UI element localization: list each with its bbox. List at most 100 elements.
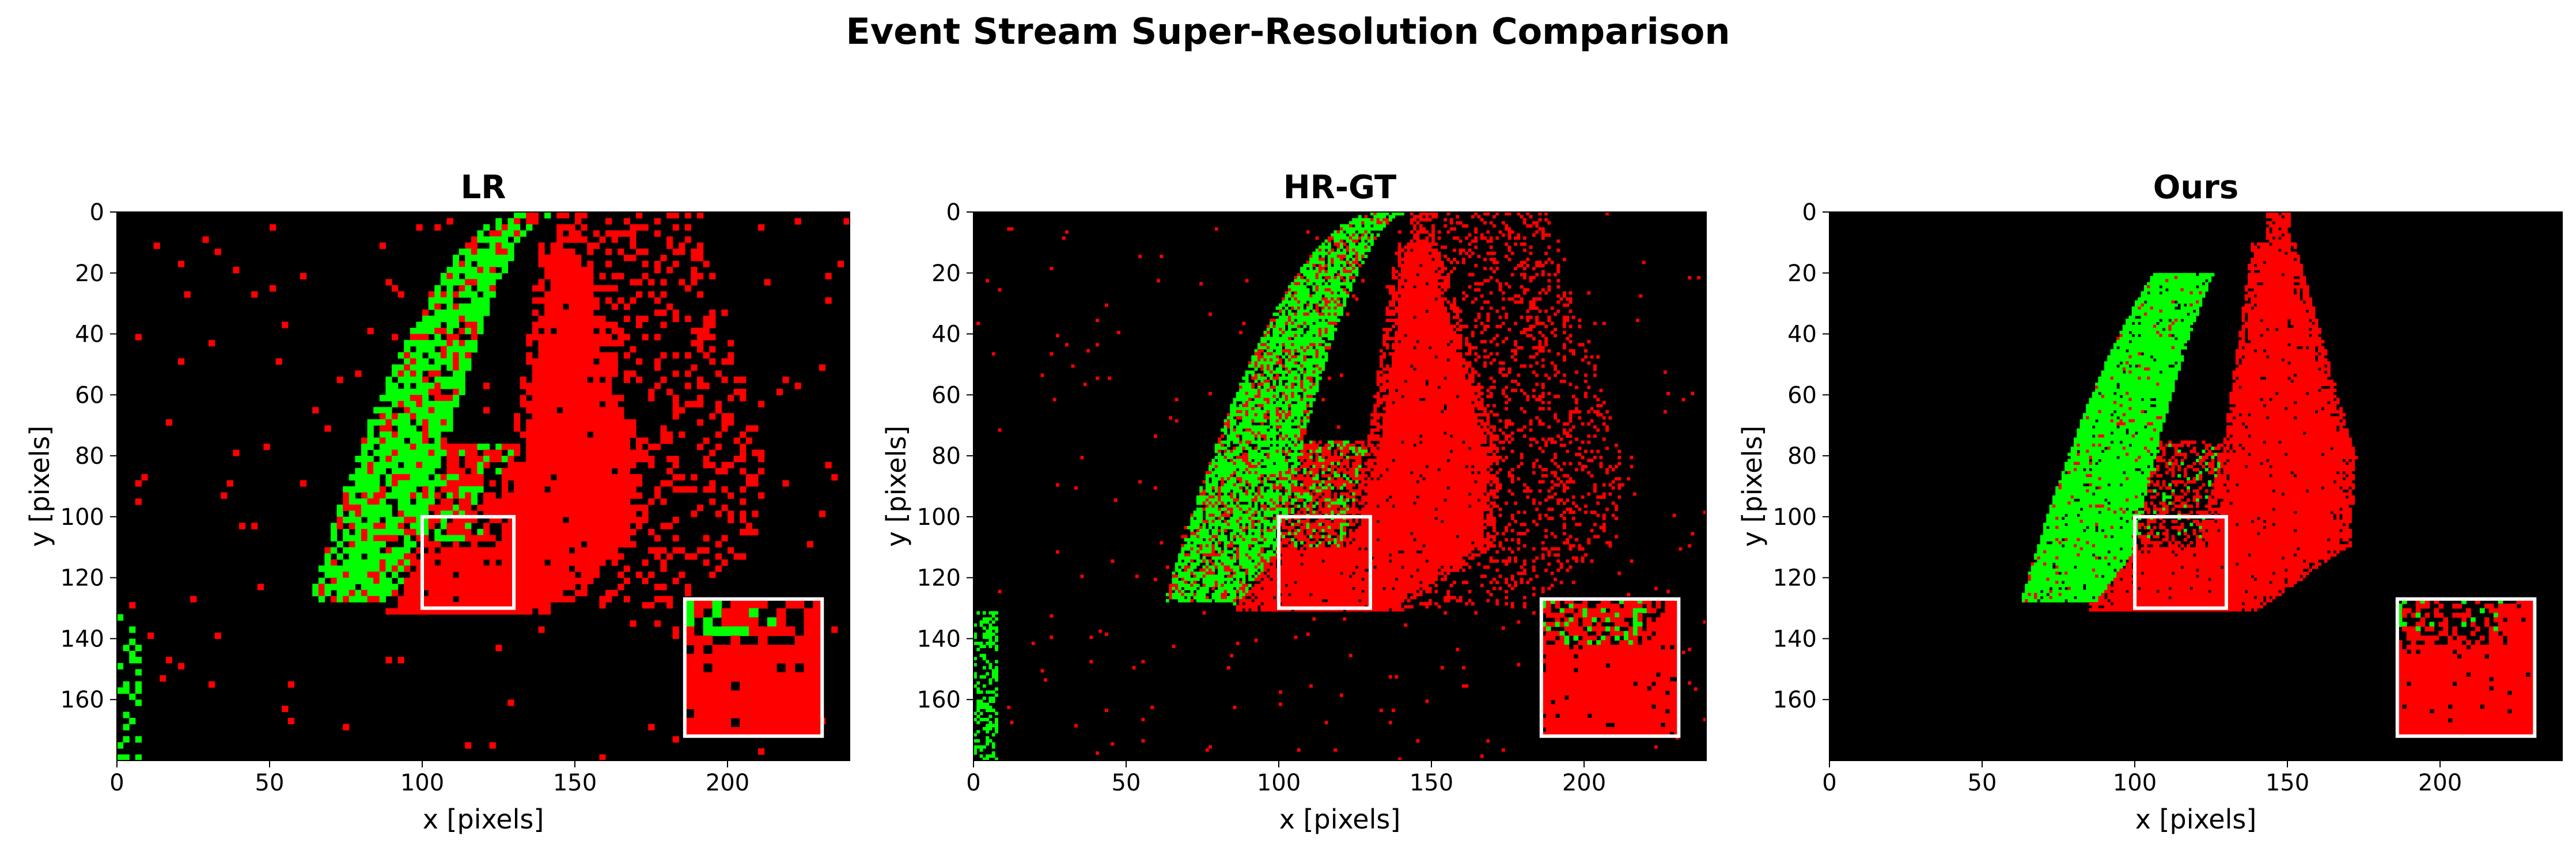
event-cell [1413, 218, 1417, 222]
event-cell [623, 437, 630, 444]
event-cell [1282, 300, 1286, 304]
inset-cell [712, 599, 722, 609]
event-cell [562, 224, 569, 231]
event-cell [1431, 300, 1435, 304]
event-cell [1404, 358, 1408, 362]
event-cell [1547, 258, 1551, 262]
event-cell [562, 309, 569, 316]
event-cell [446, 468, 453, 475]
event-cell [1416, 230, 1420, 234]
event-cell [1566, 336, 1570, 341]
event-cell [593, 553, 600, 560]
event-cell [459, 352, 465, 359]
event-cell [1297, 306, 1301, 310]
event-cell [1517, 346, 1521, 350]
event-cell [630, 480, 637, 487]
event-cell [642, 437, 649, 444]
event-cell [1419, 251, 1423, 255]
event-cell [825, 461, 832, 468]
event-cell [562, 376, 569, 383]
event-cell [544, 364, 551, 371]
event-cell [1407, 282, 1411, 286]
event-cell [477, 486, 484, 493]
event-cell [1096, 376, 1099, 380]
event-cell [440, 400, 447, 408]
event-cell [440, 589, 447, 596]
event-cell [1348, 224, 1353, 228]
event-cell [532, 577, 539, 584]
event-cell [593, 431, 600, 438]
event-cell [575, 255, 582, 262]
event-cell [1348, 263, 1353, 267]
event-cell [1300, 285, 1304, 289]
event-cell [569, 535, 575, 542]
event-cell [440, 273, 447, 279]
event-cell [440, 443, 447, 451]
event-cell [1382, 221, 1387, 225]
event-cell [1425, 239, 1429, 243]
event-cell [1309, 306, 1313, 310]
event-cell [581, 291, 588, 298]
event-cell [1446, 367, 1450, 371]
event-cell [1556, 352, 1560, 356]
event-cell [1397, 303, 1401, 307]
event-cell [489, 553, 496, 560]
event-cell [1449, 227, 1453, 231]
event-cell [379, 449, 386, 456]
event-cell [569, 297, 575, 304]
event-cell [550, 407, 557, 414]
event-cell [1483, 212, 1487, 215]
event-cell [483, 279, 490, 286]
event-cell [1428, 255, 1432, 258]
event-cell [1275, 346, 1279, 350]
event-cell [1348, 260, 1353, 264]
event-cell [1456, 343, 1460, 347]
event-cell [569, 584, 575, 591]
event-cell [1407, 285, 1411, 289]
event-cell [605, 498, 612, 505]
event-cell [630, 425, 637, 432]
event-cell [1413, 273, 1417, 277]
event-cell [721, 504, 728, 511]
event-cell [1407, 312, 1411, 316]
event-cell [446, 584, 453, 591]
event-cell [1401, 355, 1404, 359]
event-cell [1336, 242, 1340, 246]
event-cell [532, 468, 539, 475]
event-cell [1315, 349, 1319, 353]
event-cell [623, 541, 630, 548]
event-cell [397, 395, 404, 402]
event-cell [514, 523, 521, 529]
event-cell [1272, 336, 1276, 341]
event-cell [1388, 367, 1392, 371]
event-cell [1431, 352, 1435, 356]
event-cell [428, 400, 435, 408]
event-cell [556, 474, 563, 481]
event-cell [1315, 294, 1319, 298]
event-cell [343, 584, 350, 591]
event-cell [1257, 376, 1261, 380]
event-cell [1474, 358, 1478, 362]
inset-cell [721, 645, 732, 655]
event-cell [1294, 288, 1298, 292]
event-cell [1416, 315, 1420, 319]
event-cell [1392, 319, 1395, 322]
event-cell [532, 431, 539, 438]
event-cell [1343, 242, 1347, 246]
event-cell [1397, 285, 1401, 289]
event-cell [1419, 285, 1423, 289]
event-cell [1510, 251, 1514, 255]
event-cell [1385, 336, 1389, 341]
event-cell [422, 577, 429, 584]
event-cell [379, 468, 386, 475]
event-cell [434, 400, 441, 408]
event-cell [1303, 279, 1307, 283]
event-cell [538, 419, 545, 426]
event-cell [483, 309, 490, 316]
event-cell [489, 273, 496, 279]
event-cell [379, 559, 386, 566]
event-cell [1562, 291, 1566, 295]
event-cell [1422, 327, 1426, 331]
event-cell [1569, 324, 1573, 328]
event-cell [1459, 334, 1463, 338]
